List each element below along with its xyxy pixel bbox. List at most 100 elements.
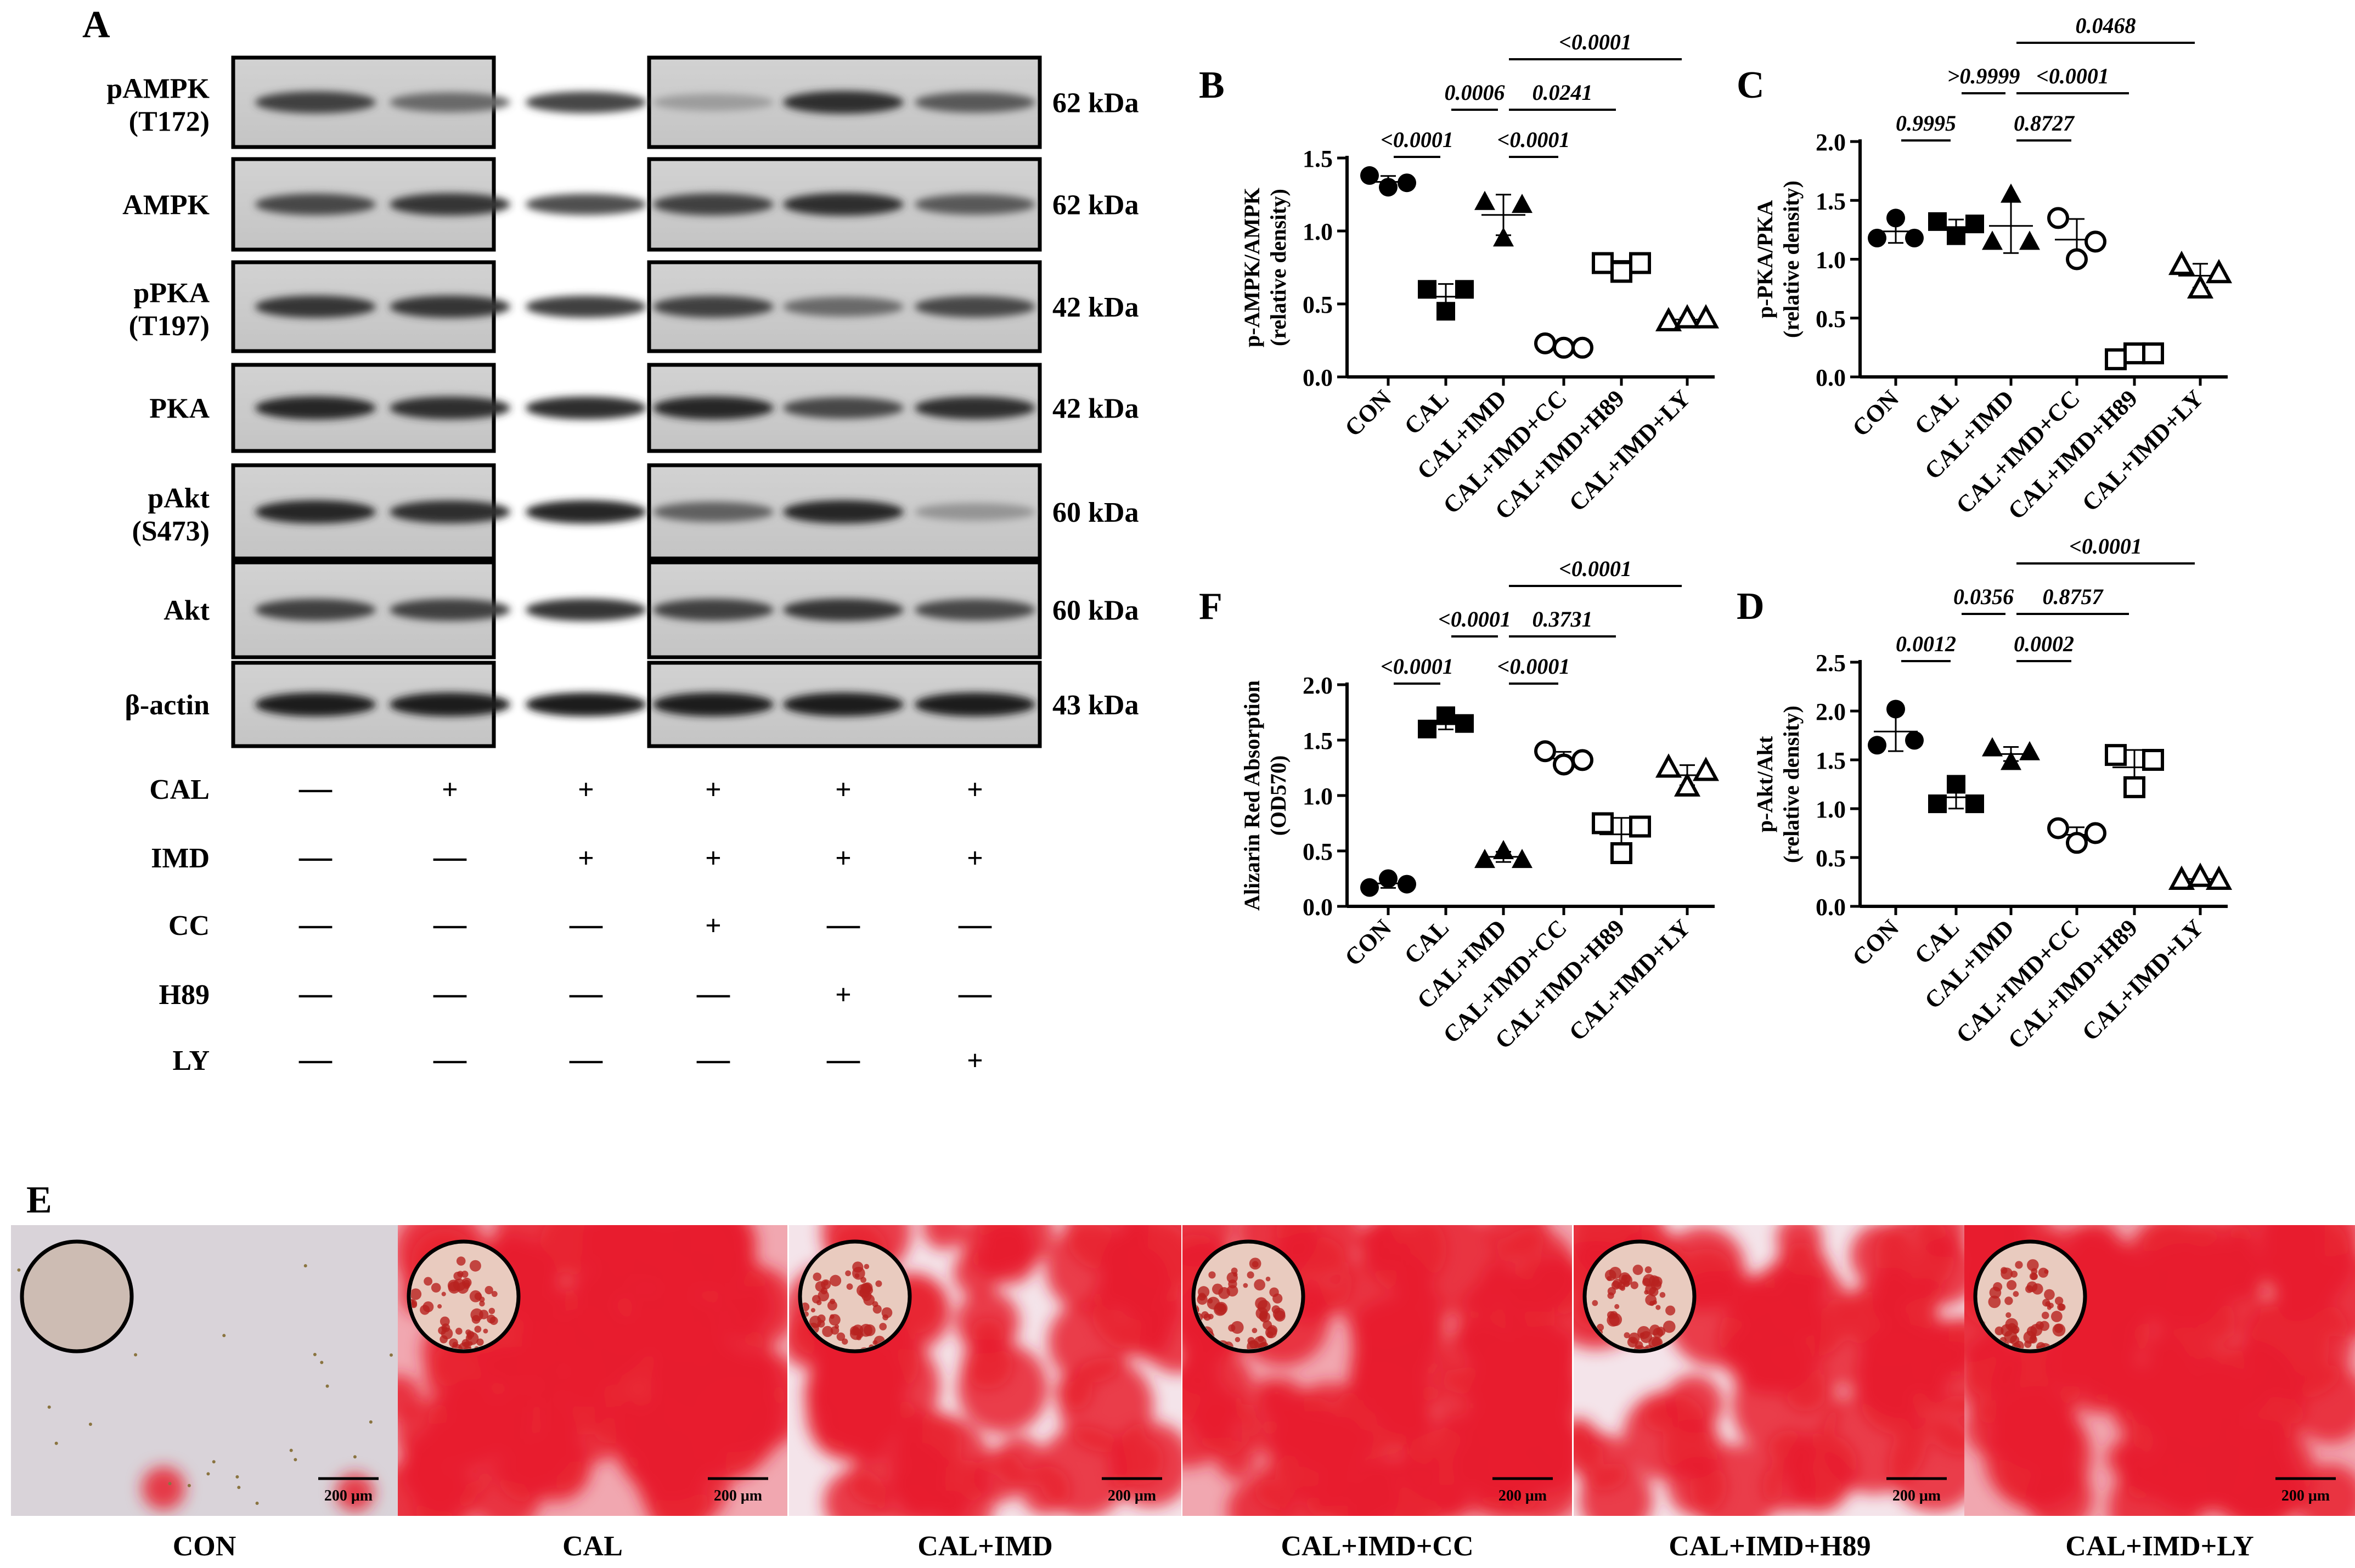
y-axis-label: p-AMPK/AMPK(relative density) bbox=[1240, 188, 1291, 347]
stain-deposit bbox=[1253, 1378, 1287, 1412]
blot-row-kda: 62 kDa bbox=[1052, 88, 1139, 119]
stain-deposit bbox=[1469, 1282, 1503, 1316]
x-tick-label: CON bbox=[1847, 385, 1904, 442]
speckle bbox=[134, 1353, 138, 1357]
well-deposit bbox=[1988, 1295, 2001, 1308]
protein-band bbox=[783, 692, 904, 717]
data-point bbox=[1982, 230, 2003, 250]
data-point bbox=[1868, 228, 1886, 247]
well-deposit bbox=[1226, 1285, 1238, 1297]
protein-band bbox=[526, 396, 646, 420]
stain-caption: CAL+IMD+CC bbox=[1281, 1531, 1473, 1562]
data-point bbox=[2205, 865, 2233, 890]
data-point bbox=[1360, 878, 1379, 897]
stain-image: 200 μm CAL+IMD+LY bbox=[1964, 1225, 2355, 1562]
well-deposit bbox=[1596, 1323, 1604, 1332]
p-value-label: <0.0001 bbox=[1559, 556, 1632, 581]
speckle bbox=[206, 1472, 210, 1476]
well-deposit bbox=[1659, 1291, 1666, 1298]
blot-row-kda: 60 kDa bbox=[1052, 497, 1139, 528]
stain-deposit bbox=[2070, 1225, 2121, 1271]
y-axis-label-line: (relative density) bbox=[1779, 706, 1804, 863]
speckle bbox=[389, 1353, 393, 1357]
speckle bbox=[303, 1264, 307, 1268]
data-point bbox=[1418, 280, 1436, 299]
blot-row-label: AMPK bbox=[122, 190, 210, 221]
treatment-label: H89 bbox=[159, 979, 210, 1011]
well-deposit bbox=[456, 1256, 466, 1266]
well-deposit bbox=[1614, 1304, 1620, 1309]
y-tick-label: 2.5 bbox=[1816, 650, 1846, 676]
well-deposit bbox=[2044, 1289, 2055, 1300]
treatment-mark: + bbox=[835, 774, 852, 805]
stain-deposit bbox=[1936, 1341, 1966, 1379]
panel-letter-f: F bbox=[1199, 585, 1222, 628]
treatment-mark: — bbox=[433, 906, 467, 942]
well-deposit bbox=[2024, 1340, 2032, 1348]
y-tick-label: 0.5 bbox=[1816, 845, 1846, 872]
stain-deposit bbox=[1430, 1484, 1468, 1516]
treatment-mark: — bbox=[298, 975, 333, 1011]
stain-deposit bbox=[1997, 1429, 2078, 1510]
data-point bbox=[1692, 757, 1720, 781]
well-deposit bbox=[2054, 1296, 2064, 1305]
well-deposit bbox=[830, 1314, 835, 1319]
stain-deposit bbox=[1492, 1227, 1572, 1312]
protein-band bbox=[526, 500, 646, 524]
protein-band bbox=[255, 396, 376, 420]
treatment-matrix: CAL — + + + + + IMD — — + + + + CC — — — + — — H89 — — — — + — LY — — —… bbox=[149, 770, 992, 1077]
y-tick-label: 1.0 bbox=[1303, 783, 1333, 810]
speckle bbox=[17, 1268, 21, 1272]
data-point bbox=[1928, 794, 1947, 814]
y-axis-label: p-PKA/PKA(relative density) bbox=[1753, 181, 1804, 338]
treatment-mark: — bbox=[958, 906, 992, 942]
x-tick-label: CAL+IMD+LY bbox=[2077, 914, 2208, 1046]
well-deposit bbox=[1655, 1305, 1661, 1310]
well-deposit bbox=[1592, 1300, 1598, 1306]
treatment-mark: + bbox=[578, 843, 594, 874]
well-deposit bbox=[859, 1289, 864, 1294]
p-value-label: 0.3731 bbox=[1533, 607, 1593, 631]
data-point bbox=[1868, 736, 1886, 755]
data-point bbox=[2123, 342, 2145, 365]
stain-deposit bbox=[2242, 1301, 2330, 1389]
data-point bbox=[1474, 849, 1495, 868]
treatment-label: CAL bbox=[149, 774, 210, 805]
protein-band bbox=[390, 396, 510, 420]
well-deposit bbox=[1644, 1290, 1649, 1295]
data-point bbox=[1886, 208, 1905, 228]
y-tick-label: 0.0 bbox=[1816, 364, 1846, 391]
well-deposit bbox=[476, 1338, 484, 1346]
scale-bar-label: 200 μm bbox=[324, 1487, 373, 1504]
protein-band bbox=[390, 193, 510, 216]
x-tick-label: CAL+IMD+LY bbox=[1564, 385, 1695, 516]
data-point bbox=[1512, 194, 1533, 213]
treatment-mark: — bbox=[826, 1041, 860, 1077]
treatment-mark: — bbox=[569, 906, 603, 942]
protein-band bbox=[390, 295, 510, 318]
stain-deposit bbox=[1574, 1434, 1632, 1491]
treatment-mark: — bbox=[298, 838, 333, 875]
western-blot-panel: pAMPK (T172) 62 kDa AMPK 62 kDa pPKA (T197) 42 … bbox=[106, 55, 1139, 748]
data-point bbox=[2105, 348, 2127, 370]
data-point bbox=[1928, 212, 1947, 231]
well-deposit bbox=[1993, 1282, 2003, 1291]
well-deposit bbox=[484, 1285, 493, 1295]
well-deposit bbox=[489, 1316, 498, 1326]
data-point bbox=[1418, 719, 1436, 738]
speckle bbox=[235, 1475, 239, 1479]
treatment-mark: + bbox=[705, 774, 722, 805]
stain-caption: CAL+IMD bbox=[917, 1531, 1052, 1562]
well-deposit bbox=[470, 1308, 483, 1322]
stain-caption: CAL+IMD+H89 bbox=[1669, 1531, 1871, 1562]
well-stain bbox=[1592, 1265, 1676, 1349]
treatment-label: LY bbox=[173, 1045, 210, 1076]
well-deposit bbox=[1609, 1266, 1621, 1279]
well-deposit bbox=[2030, 1334, 2036, 1340]
well-deposit bbox=[1254, 1279, 1265, 1291]
data-point bbox=[1455, 280, 1474, 299]
well-deposit bbox=[842, 1338, 848, 1345]
